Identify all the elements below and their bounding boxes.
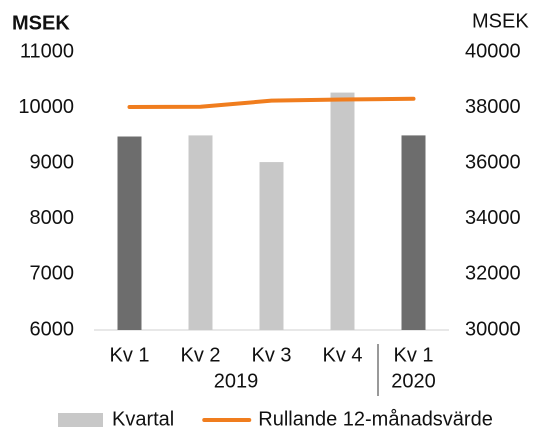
- bar: [188, 135, 213, 330]
- bar: [259, 162, 284, 330]
- x-tick-label: Kv 4: [322, 344, 362, 366]
- x-tick-label: Kv 1: [109, 344, 149, 366]
- y-axis-label: MSEK: [12, 12, 70, 34]
- x-tick-label: Kv 1: [393, 344, 433, 366]
- y-tick-label: 8000: [30, 207, 75, 229]
- y-tick-label: 10000: [18, 96, 74, 118]
- legend-label: Rullande 12-månadsvärde: [258, 408, 493, 430]
- y2-tick-label: 38000: [465, 96, 521, 118]
- legend-swatch: [58, 413, 103, 427]
- y2-tick-label: 34000: [465, 207, 521, 229]
- line: [127, 96, 416, 110]
- x-group-label: 2019: [214, 370, 259, 392]
- y2-tick-label: 32000: [465, 263, 521, 285]
- y2-axis-label: MSEK: [472, 10, 529, 32]
- legend-label: Kvartal: [112, 408, 174, 430]
- y2-tick-label: 36000: [465, 151, 521, 173]
- y-tick-label: 7000: [30, 263, 75, 285]
- y-tick-label: 6000: [30, 318, 75, 340]
- y-tick-label: 9000: [30, 151, 75, 173]
- y-tick-label: 11000: [20, 40, 74, 62]
- y2-tick-label: 30000: [465, 318, 521, 340]
- x-tick-label: Kv 2: [180, 344, 220, 366]
- bar: [330, 92, 355, 330]
- bar: [117, 136, 142, 330]
- y2-tick-label: 40000: [465, 40, 521, 62]
- bar: [401, 135, 426, 330]
- x-group-label: 2020: [391, 370, 436, 392]
- x-tick-label: Kv 3: [251, 344, 291, 366]
